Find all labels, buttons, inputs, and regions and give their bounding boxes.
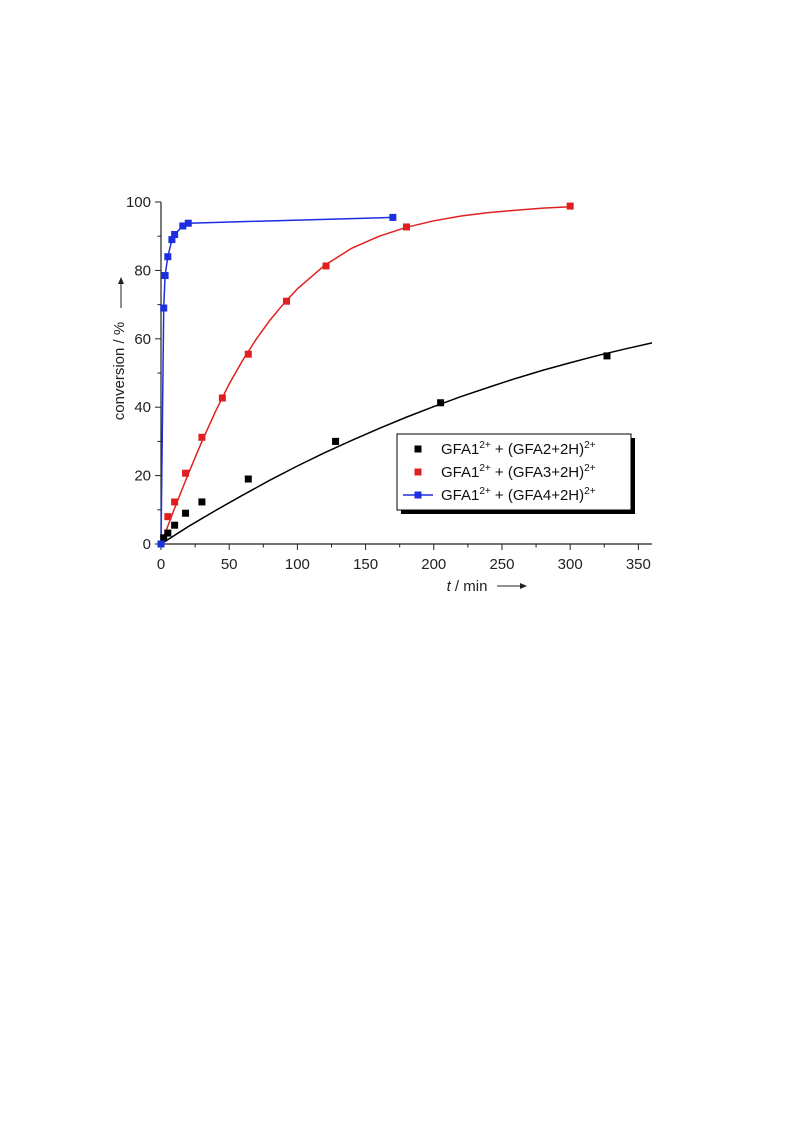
x-axis-label: t / min — [447, 578, 488, 595]
x-axis-unit: / min — [451, 578, 488, 595]
series-3-point — [184, 219, 192, 227]
series-2-point — [171, 498, 179, 506]
x-axis-arrow-head — [520, 583, 527, 589]
series-1-point — [198, 498, 206, 506]
legend-entry-label: GFA12+ + (GFA3+2H)2+ — [441, 463, 596, 481]
y-tick-label: 100 — [126, 194, 151, 211]
series-3-point — [171, 230, 179, 238]
x-tick-label: 150 — [353, 556, 378, 573]
legend: GFA12+ + (GFA2+2H)2+ GFA12+ + (GFA3+2H)2+… — [396, 433, 635, 514]
series-1-point — [332, 437, 340, 445]
x-tick-label: 100 — [285, 556, 310, 573]
legend-marker-swatch — [414, 468, 422, 476]
y-axis-label: conversion / % — [111, 322, 128, 420]
y-tick-label: 80 — [134, 262, 151, 279]
ticks: 0 50 100 150 200 250 300 350 0 20 40 60 80 100 — [126, 194, 651, 573]
series-1-point — [437, 399, 445, 407]
x-tick-label: 50 — [221, 556, 238, 573]
legend-marker-swatch — [414, 445, 422, 453]
legend-box — [396, 433, 632, 511]
series-1-point — [244, 475, 252, 483]
series-2-point — [403, 223, 410, 231]
x-axis-variable: t — [447, 578, 452, 595]
series-2-point — [322, 262, 330, 270]
y-tick-label: 0 — [143, 536, 151, 553]
y-axis-arrow-head — [118, 277, 124, 284]
x-tick-label: 350 — [626, 556, 651, 573]
legend-entry-label: GFA12+ + (GFA2+2H)2+ — [441, 440, 596, 458]
series-2-point — [282, 297, 290, 305]
series-points — [157, 202, 611, 548]
axis-labels: t / min conversion / % — [111, 277, 527, 595]
x-tick-label: 200 — [421, 556, 446, 573]
series-3-point — [161, 272, 169, 280]
series-3-point — [160, 304, 168, 312]
series-2-point — [218, 394, 226, 402]
series-1-point — [164, 529, 172, 537]
x-tick-label: 250 — [489, 556, 514, 573]
series-1-point — [160, 534, 168, 542]
series-2-point — [198, 433, 206, 441]
series-3-point — [157, 540, 165, 548]
series-3-point — [179, 222, 187, 230]
series-3-point — [389, 213, 397, 221]
y-tick-label: 40 — [134, 399, 151, 416]
y-tick-label: 20 — [134, 468, 151, 485]
series-1-point — [182, 509, 190, 517]
series-2-point — [566, 202, 574, 210]
legend-marker-swatch — [414, 491, 422, 499]
series-3-point — [168, 236, 176, 244]
series-1-point — [603, 352, 611, 360]
x-tick-label: 0 — [157, 556, 165, 573]
series-2-point — [164, 513, 172, 521]
legend-entry-label: GFA12+ + (GFA4+2H)2+ — [441, 486, 596, 504]
series-1-fit-line — [160, 342, 653, 545]
series-2-fit-line — [160, 206, 571, 545]
series-2-point — [182, 469, 190, 477]
x-tick-label: 300 — [558, 556, 583, 573]
series-2-point — [244, 350, 252, 358]
series-1-point — [171, 521, 179, 529]
series-3-point — [164, 253, 172, 261]
y-tick-label: 60 — [134, 331, 151, 348]
series-3-fit-line — [160, 216, 393, 545]
